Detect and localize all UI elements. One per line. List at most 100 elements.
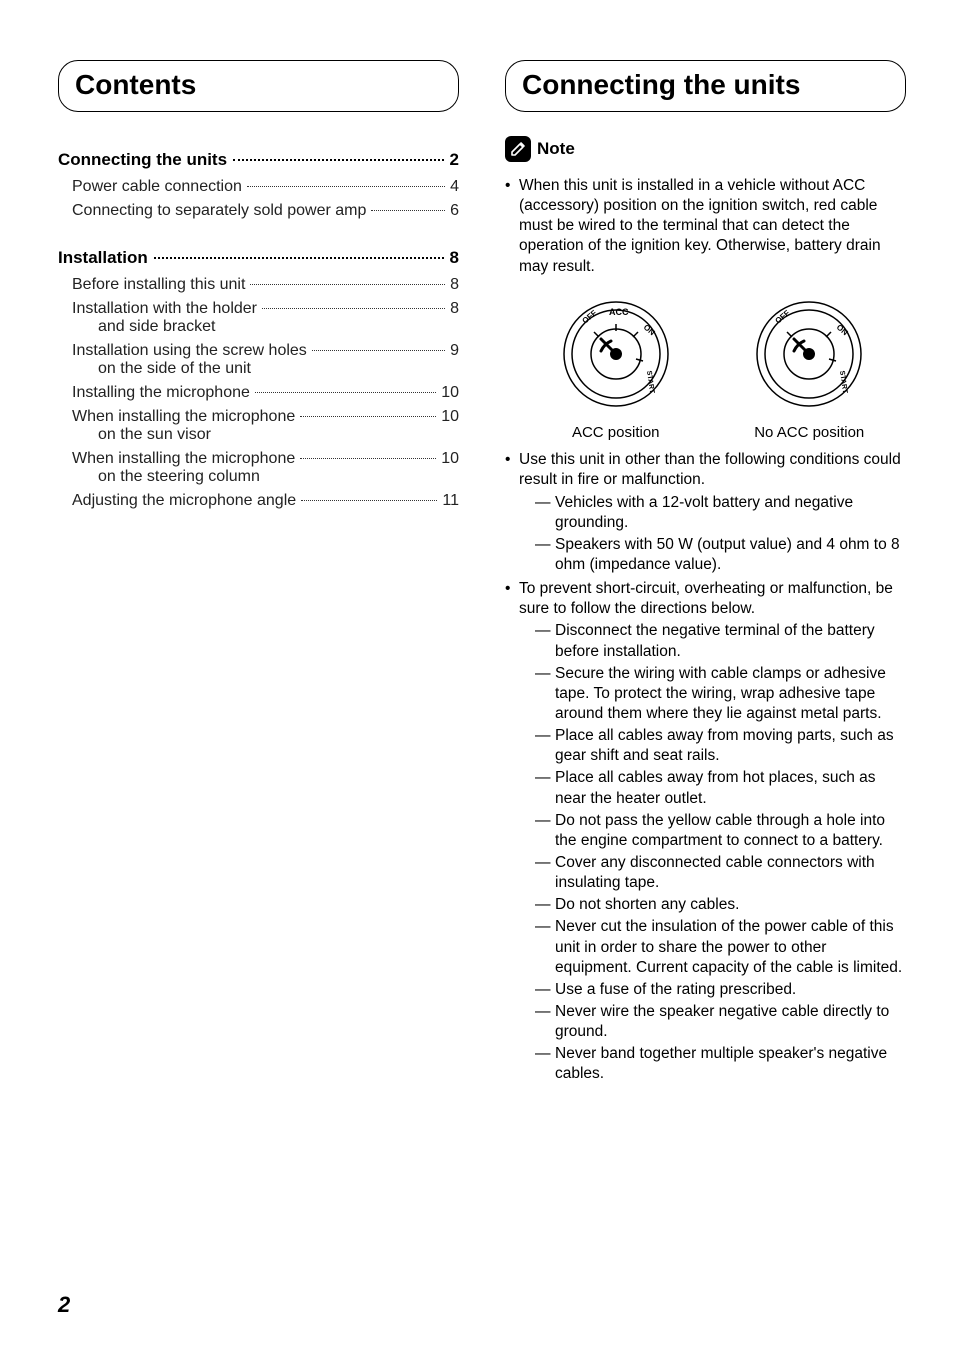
- bullet-item: Use this unit in other than the followin…: [505, 450, 906, 575]
- bullet-text: When this unit is installed in a vehicle…: [519, 177, 881, 275]
- bullet-item: When this unit is installed in a vehicle…: [505, 176, 906, 442]
- dash-list: Vehicles with a 12-volt battery and nega…: [519, 493, 906, 576]
- toc-item: Installation with the holder and side br…: [58, 300, 459, 336]
- toc-item-label: Installing the microphone: [72, 384, 250, 402]
- dash-item: Never cut the insulation of the power ca…: [535, 917, 906, 977]
- dash-item: Never wire the speaker negative cable di…: [535, 1002, 906, 1042]
- toc-item: Installation using the screw holes on th…: [58, 342, 459, 378]
- toc-dots: [312, 350, 445, 351]
- dash-item: Disconnect the negative terminal of the …: [535, 621, 906, 661]
- toc-item: Adjusting the microphone angle 11: [58, 492, 459, 510]
- toc-section: Installation 8 Before installing this un…: [58, 248, 459, 510]
- toc-item-page: 10: [441, 450, 459, 468]
- pencil-icon: [505, 136, 531, 162]
- dash-item: Cover any disconnected cable connectors …: [535, 853, 906, 893]
- toc-item-line1: Installation with the holder: [72, 300, 257, 317]
- dash-item: Place all cables away from hot places, s…: [535, 768, 906, 808]
- toc-dots: [154, 257, 444, 259]
- toc-item-line2: on the side of the unit: [72, 360, 307, 378]
- toc-section-title: Connecting the units: [58, 150, 227, 170]
- toc-item-page: 6: [450, 202, 459, 220]
- svg-text:ON: ON: [835, 322, 850, 337]
- toc-dots: [371, 210, 445, 211]
- toc-item-line2: on the steering column: [72, 468, 295, 486]
- svg-text:START: START: [838, 370, 848, 394]
- toc-item-line1: When installing the microphone: [72, 450, 295, 467]
- toc-item-page: 8: [450, 276, 459, 294]
- svg-text:ON: ON: [641, 322, 656, 337]
- bullet-text: To prevent short-circuit, overheating or…: [519, 580, 893, 617]
- toc-dots: [250, 284, 445, 285]
- toc-item-line1: When installing the microphone: [72, 408, 295, 425]
- toc-item: Power cable connection 4: [58, 178, 459, 196]
- toc-item-label: When installing the microphone on the su…: [72, 408, 295, 444]
- dial-acc-svg: OFF ACC ON START: [551, 291, 681, 411]
- toc-section-page: 2: [450, 150, 459, 170]
- dash-item: Secure the wiring with cable clamps or a…: [535, 664, 906, 724]
- dash-item: Do not shorten any cables.: [535, 895, 906, 915]
- svg-text:ACC: ACC: [609, 307, 629, 317]
- toc-item-label: Connecting to separately sold power amp: [72, 202, 366, 220]
- dash-item: Do not pass the yellow cable through a h…: [535, 811, 906, 851]
- toc-section-head: Installation 8: [58, 248, 459, 268]
- note-bullet-list: When this unit is installed in a vehicle…: [505, 176, 906, 1085]
- toc-dots: [300, 416, 436, 417]
- toc-item-line1: Installation using the screw holes: [72, 342, 307, 359]
- toc-item-page: 11: [442, 492, 459, 510]
- toc-dots: [262, 308, 445, 309]
- toc-item-label: Power cable connection: [72, 178, 242, 196]
- dial-no-acc: OFF ON START No ACC position: [744, 291, 874, 443]
- toc-item: When installing the microphone on the su…: [58, 408, 459, 444]
- toc-section-head: Connecting the units 2: [58, 150, 459, 170]
- toc-item-line2: and side bracket: [72, 318, 257, 336]
- toc-item-label: Installation using the screw holes on th…: [72, 342, 307, 378]
- svg-text:OFF: OFF: [774, 308, 792, 325]
- bullet-item: To prevent short-circuit, overheating or…: [505, 579, 906, 1084]
- toc-item-label: When installing the microphone on the st…: [72, 450, 295, 486]
- note-block: Note When this unit is installed in a ve…: [505, 136, 906, 1085]
- toc-item: Installing the microphone 10: [58, 384, 459, 402]
- dash-item: Vehicles with a 12-volt battery and nega…: [535, 493, 906, 533]
- toc-item: When installing the microphone on the st…: [58, 450, 459, 486]
- toc-dots: [300, 458, 436, 459]
- note-head: Note: [505, 136, 906, 162]
- dial-acc-caption: ACC position: [551, 423, 681, 443]
- toc-dots: [301, 500, 437, 501]
- toc-item-page: 9: [450, 342, 459, 360]
- toc-item-label: Adjusting the microphone angle: [72, 492, 296, 510]
- dash-list: Disconnect the negative terminal of the …: [519, 621, 906, 1084]
- toc-section-page: 8: [450, 248, 459, 268]
- toc-section-title: Installation: [58, 248, 148, 268]
- toc-item-label: Before installing this unit: [72, 276, 245, 294]
- dash-item: Never band together multiple speaker's n…: [535, 1044, 906, 1084]
- ignition-dials: OFF ACC ON START ACC position: [519, 291, 906, 443]
- toc-item-page: 8: [450, 300, 459, 318]
- toc-item: Before installing this unit 8: [58, 276, 459, 294]
- dial-no-acc-svg: OFF ON START: [744, 291, 874, 411]
- toc-item-line2: on the sun visor: [72, 426, 295, 444]
- toc-dots: [247, 186, 445, 187]
- dial-acc: OFF ACC ON START ACC position: [551, 291, 681, 443]
- toc-section: Connecting the units 2 Power cable conne…: [58, 150, 459, 220]
- note-label: Note: [537, 139, 575, 159]
- toc-item-label: Installation with the holder and side br…: [72, 300, 257, 336]
- svg-text:OFF: OFF: [580, 308, 598, 325]
- dial-no-acc-caption: No ACC position: [744, 423, 874, 443]
- contents-heading: Contents: [58, 60, 459, 112]
- right-column: Connecting the units Note When this unit…: [505, 60, 906, 1089]
- left-column: Contents Connecting the units 2 Power ca…: [58, 60, 459, 1089]
- dash-item: Use a fuse of the rating prescribed.: [535, 980, 906, 1000]
- dash-item: Speakers with 50 W (output value) and 4 …: [535, 535, 906, 575]
- page-number: 2: [58, 1292, 70, 1318]
- bullet-text: Use this unit in other than the followin…: [519, 451, 901, 488]
- svg-text:START: START: [645, 370, 655, 394]
- toc-item: Connecting to separately sold power amp …: [58, 202, 459, 220]
- toc-item-page: 10: [441, 408, 459, 426]
- dash-item: Place all cables away from moving parts,…: [535, 726, 906, 766]
- page-columns: Contents Connecting the units 2 Power ca…: [58, 60, 906, 1089]
- toc-item-page: 4: [450, 178, 459, 196]
- toc-dots: [233, 159, 443, 161]
- toc-item-page: 10: [441, 384, 459, 402]
- connecting-heading: Connecting the units: [505, 60, 906, 112]
- toc-dots: [255, 392, 436, 393]
